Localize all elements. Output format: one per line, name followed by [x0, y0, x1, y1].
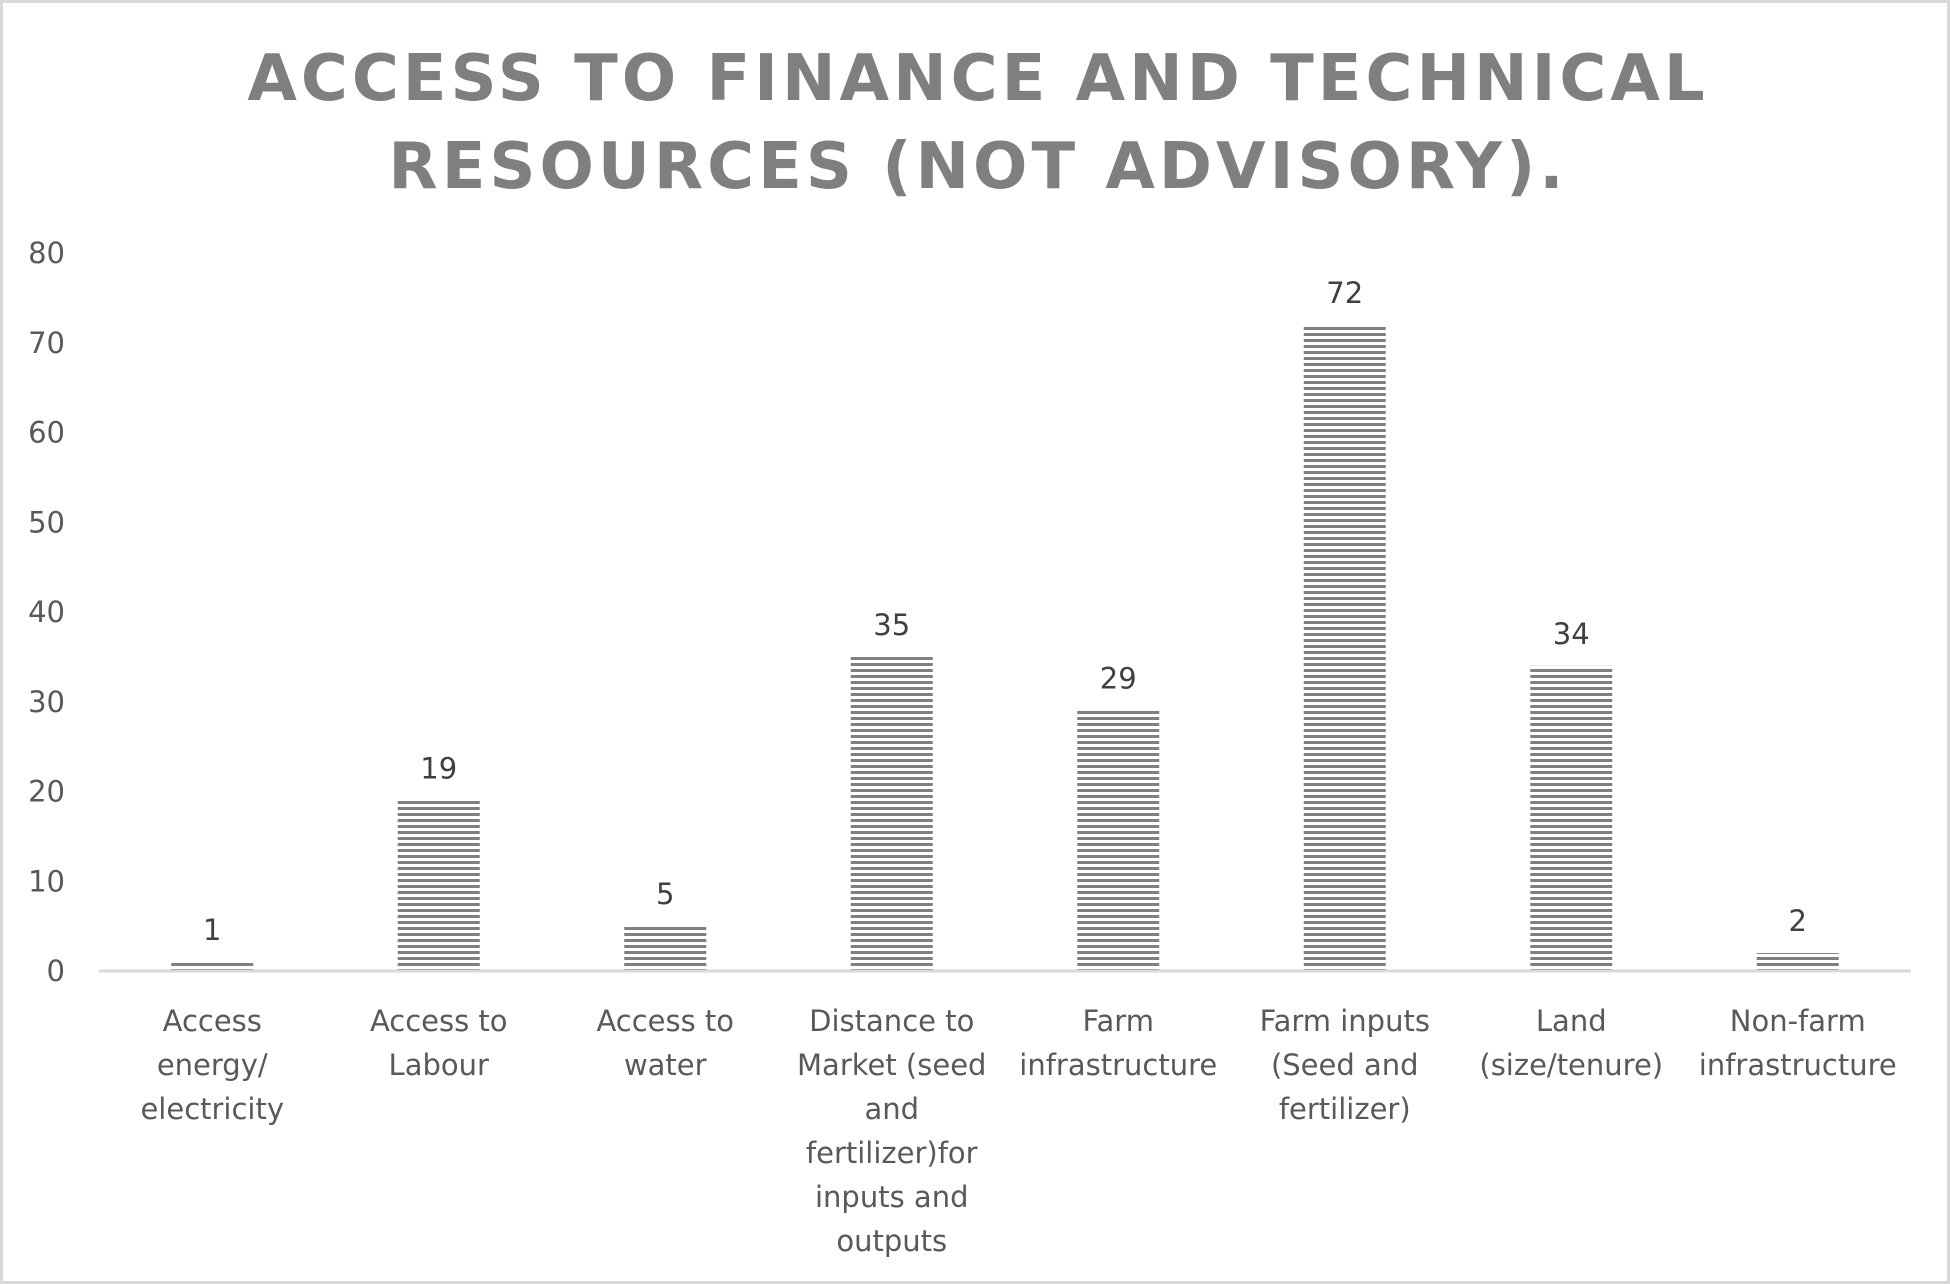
data-label: 35	[873, 608, 910, 642]
y-tick-label: 10	[28, 864, 65, 898]
bar	[1303, 324, 1386, 971]
y-tick-label: 60	[28, 416, 65, 450]
data-label: 72	[1326, 276, 1363, 310]
data-label: 5	[656, 877, 674, 911]
y-tick-label: 70	[28, 326, 65, 360]
bar	[1077, 710, 1160, 971]
y-tick-label: 80	[28, 236, 65, 270]
y-tick-label: 20	[28, 775, 65, 809]
y-tick-label: 50	[28, 505, 65, 539]
y-tick-label: 40	[28, 595, 65, 629]
bar	[1530, 665, 1613, 971]
bar	[397, 800, 480, 971]
bar	[624, 926, 707, 971]
bar	[1756, 953, 1839, 971]
data-label: 2	[1789, 904, 1807, 938]
x-tick-label: Access to water	[596, 1004, 735, 1082]
x-tick-label: Land (size/tenure)	[1479, 1004, 1664, 1082]
y-tick-label: 30	[28, 685, 65, 719]
bar	[850, 656, 933, 971]
chart-title-line-2: RESOURCES (NOT ADVISORY).	[388, 130, 1568, 204]
data-label: 1	[203, 913, 221, 947]
x-tick-label: Farm infrastructure	[1019, 1004, 1218, 1082]
y-tick-label: 0	[47, 954, 65, 988]
x-tick-label: Non-farm infrastructure	[1698, 1004, 1897, 1082]
x-tick-label: Access energy/ electricity	[140, 1004, 285, 1126]
x-tick-label: Distance to Market (seed and fertilizer)…	[797, 1004, 987, 1258]
x-tick-label: Farm inputs (Seed and fertilizer)	[1259, 1004, 1430, 1126]
data-label: 29	[1100, 662, 1137, 696]
bar	[171, 962, 254, 971]
data-label: 34	[1553, 617, 1590, 651]
data-label: 19	[420, 751, 457, 785]
chart-title-line-1: ACCESS TO FINANCE AND TECHNICAL	[247, 42, 1709, 116]
chart-title: ACCESS TO FINANCE AND TECHNICAL RESOURCE…	[3, 35, 1950, 211]
x-tick-label: Access to Labour	[369, 1004, 508, 1082]
plot-area: 0 10 20 30 40 50 60 70 80 1 19 5 35 29 72 34 2	[28, 236, 1911, 988]
